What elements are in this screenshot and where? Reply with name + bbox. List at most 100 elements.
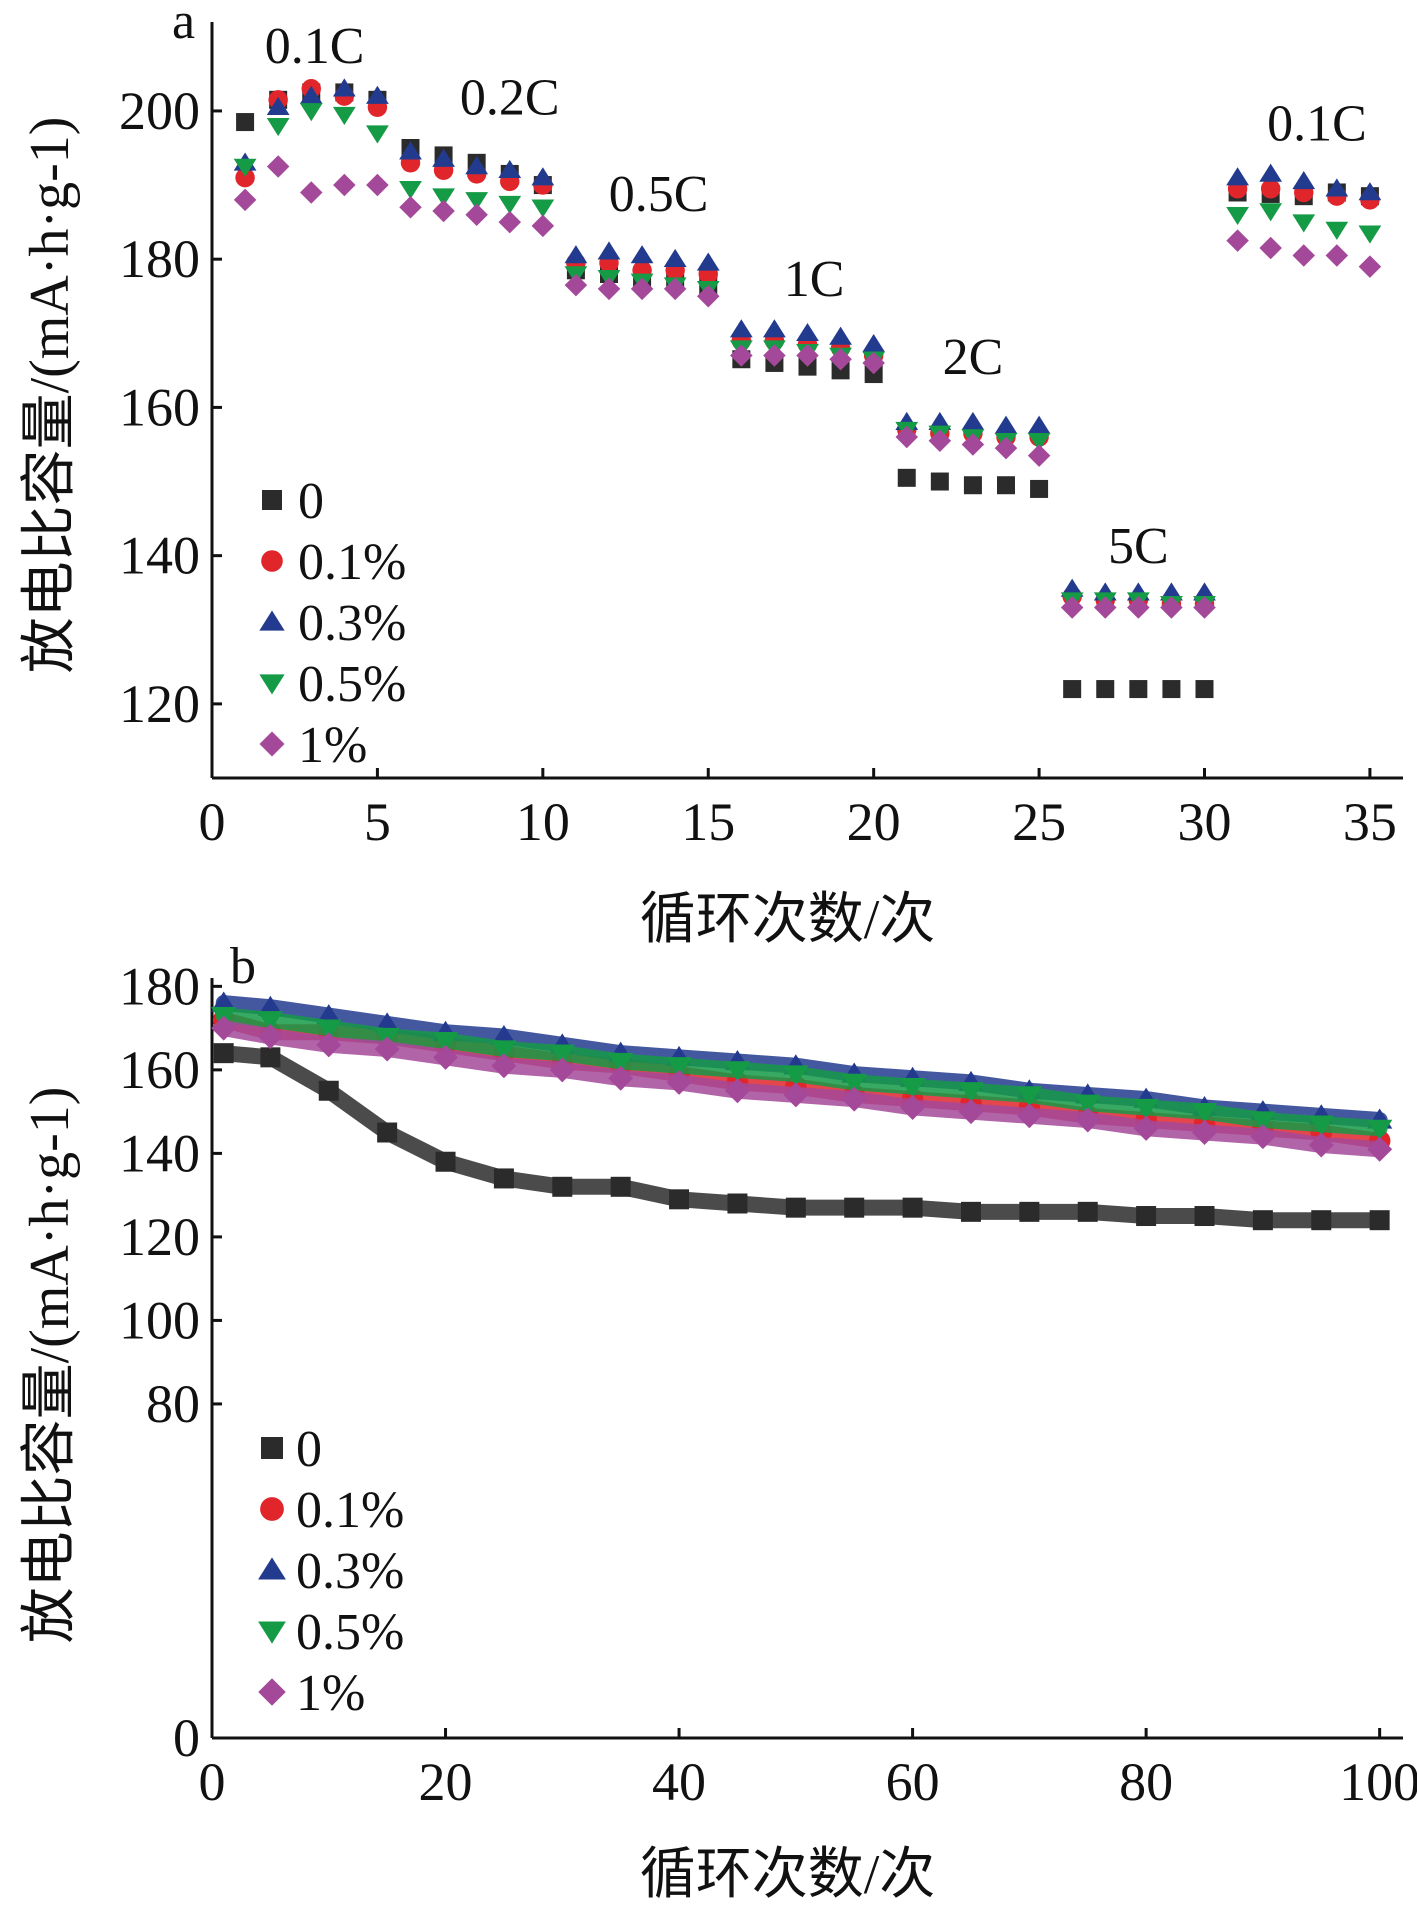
y-tick-label: 200 xyxy=(119,81,200,141)
rate-annotation: 1C xyxy=(784,251,845,308)
data-point xyxy=(235,167,255,188)
chart-panel-b: 0 20 40 60 80 100 0 80 100 120 140 160 180 循环次数/次 放电比容… xyxy=(19,938,1417,1906)
data-point xyxy=(1325,221,1349,240)
data-point xyxy=(432,188,455,207)
series-3 xyxy=(211,1006,1393,1140)
data-point xyxy=(1292,244,1315,267)
data-point xyxy=(1325,244,1349,267)
y-tick-label: 100 xyxy=(119,1290,200,1350)
data-point xyxy=(862,334,886,353)
data-point xyxy=(1195,680,1214,699)
data-point xyxy=(1292,171,1316,190)
x-tick-label: 30 xyxy=(1178,792,1232,852)
data-point xyxy=(1260,179,1281,199)
data-point xyxy=(1193,582,1216,601)
data-point xyxy=(1292,214,1316,233)
series-4 xyxy=(211,1015,1393,1162)
data-point xyxy=(1358,182,1382,201)
legend-label: 1% xyxy=(298,717,367,774)
data-point xyxy=(895,425,918,449)
data-point xyxy=(862,351,885,375)
legend-marker xyxy=(259,674,285,695)
data-point xyxy=(630,277,654,301)
legend-marker xyxy=(262,490,282,510)
data-point xyxy=(299,85,323,104)
data-point xyxy=(299,103,323,122)
data-point xyxy=(432,148,455,167)
rate-annotation: 0.1C xyxy=(265,18,365,75)
rate-annotation: 0.5C xyxy=(609,166,709,223)
data-point xyxy=(1063,680,1082,699)
legend-label: 0.5% xyxy=(296,1604,404,1661)
rate-annotation: 0.1C xyxy=(1267,96,1367,153)
data-point xyxy=(930,472,949,491)
data-point xyxy=(697,284,720,308)
data-point xyxy=(663,277,687,301)
legend-label: 0 xyxy=(298,473,324,530)
rate-annotation: 2C xyxy=(943,329,1004,386)
x-tick-label: 20 xyxy=(847,792,901,852)
data-point xyxy=(1127,596,1150,619)
data-point xyxy=(1160,582,1183,601)
data-point xyxy=(465,156,489,175)
data-point xyxy=(963,476,982,495)
data-point xyxy=(432,199,455,223)
y-tick-label: 160 xyxy=(119,1040,200,1100)
data-point xyxy=(233,158,257,177)
data-point xyxy=(531,199,555,218)
x-axis-label: 循环次数/次 xyxy=(640,1844,936,1906)
rate-annotation: 5C xyxy=(1108,518,1169,575)
data-point xyxy=(266,155,290,178)
data-point xyxy=(1027,433,1051,452)
y-tick-label: 140 xyxy=(119,526,200,586)
y-tick-label: 80 xyxy=(146,1374,200,1434)
y-axis-label: 放电比容量/(mA·h·g-1) xyxy=(19,1087,81,1644)
data-point xyxy=(300,181,323,204)
data-point xyxy=(961,411,985,430)
data-point xyxy=(233,188,257,212)
data-point xyxy=(928,411,952,430)
x-tick-label: 5 xyxy=(364,792,391,852)
data-point xyxy=(399,181,422,200)
x-tick-label: 80 xyxy=(1119,1752,1173,1812)
data-point xyxy=(1060,578,1084,597)
x-tick-label: 0 xyxy=(199,1752,226,1812)
legend-marker xyxy=(258,1621,286,1644)
data-point xyxy=(1358,225,1382,244)
data-point xyxy=(1259,203,1283,222)
series-4 xyxy=(233,155,1382,619)
x-tick-label: 100 xyxy=(1339,1752,1417,1812)
series-2 xyxy=(233,78,1382,601)
legend-label: 0 xyxy=(296,1421,322,1478)
data-point xyxy=(1358,255,1382,278)
x-tick-label: 20 xyxy=(419,1752,473,1812)
data-point xyxy=(531,167,555,186)
data-point xyxy=(333,173,356,197)
y-tick-label: 160 xyxy=(119,377,200,437)
data-point xyxy=(366,125,389,144)
legend-marker xyxy=(258,1678,286,1706)
data-point xyxy=(399,196,422,219)
data-point xyxy=(1027,415,1051,434)
data-point xyxy=(399,141,422,160)
data-point xyxy=(829,326,852,345)
legend-label: 0.1% xyxy=(296,1482,404,1539)
x-tick-label: 15 xyxy=(681,792,735,852)
data-point xyxy=(997,476,1015,495)
data-point xyxy=(630,245,654,264)
chart-panel-a: 0 5 10 15 20 25 30 35 120 140 160 180 200 循环次数/次 放电比容量… xyxy=(19,0,1403,951)
data-point xyxy=(1060,596,1084,619)
data-point xyxy=(928,429,952,453)
legend-marker xyxy=(261,550,283,572)
data-point xyxy=(1094,596,1117,619)
data-point xyxy=(1325,178,1349,197)
y-tick-label: 120 xyxy=(119,674,200,734)
data-point xyxy=(1096,680,1115,699)
data-point xyxy=(498,210,521,234)
data-point xyxy=(465,192,489,211)
data-point xyxy=(1162,680,1181,699)
data-point xyxy=(696,252,720,271)
data-point xyxy=(1226,167,1249,186)
data-point xyxy=(366,173,389,197)
